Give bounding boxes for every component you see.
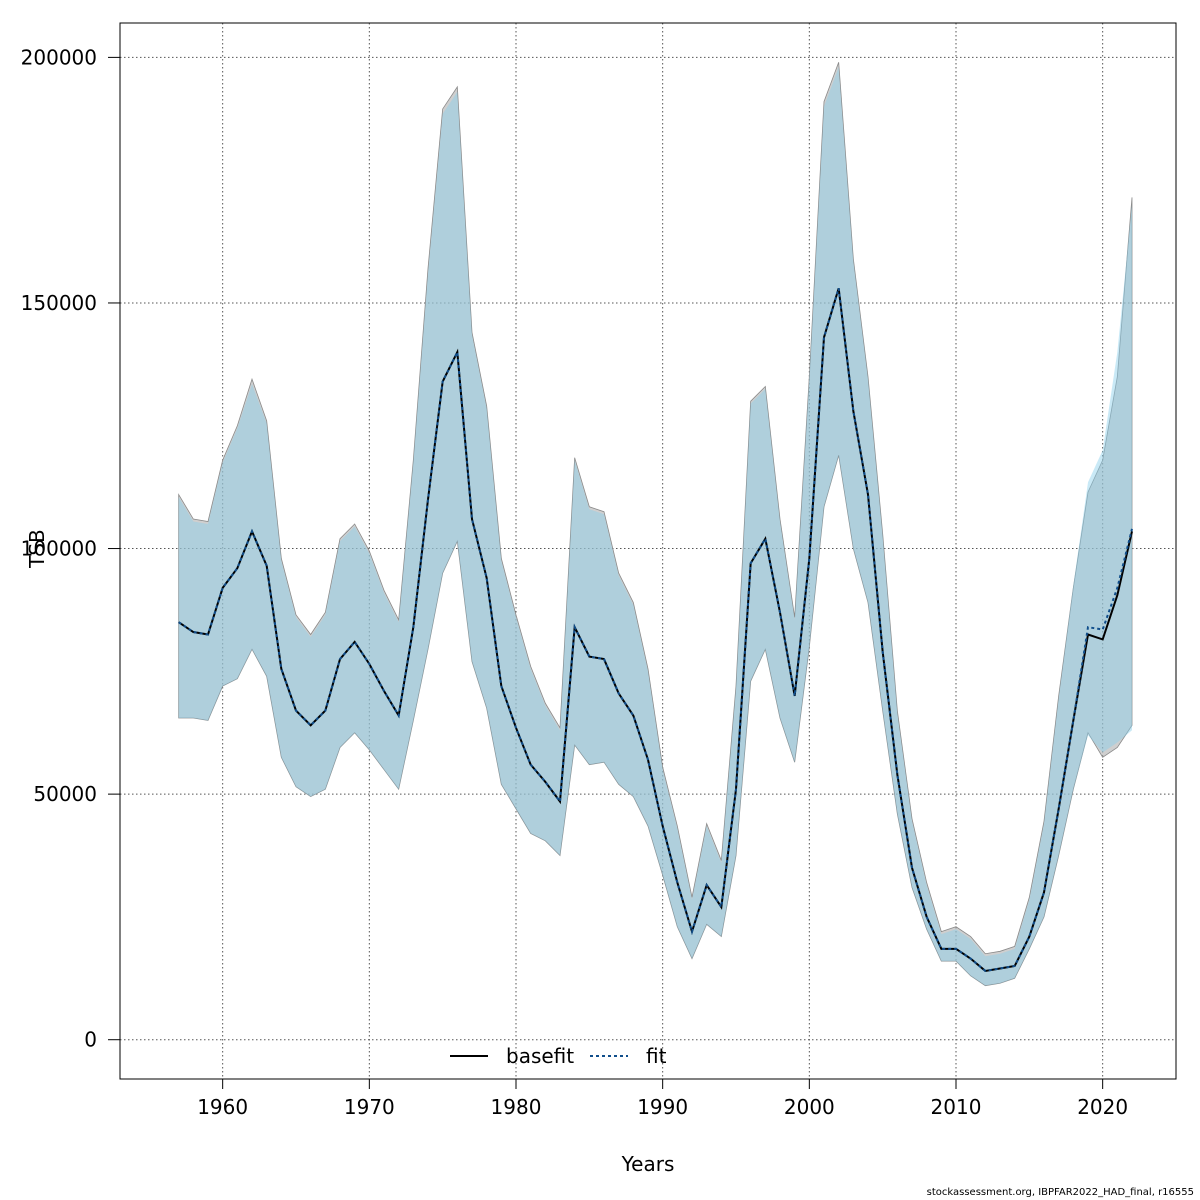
- x-tick-label: 2020: [1077, 1095, 1128, 1119]
- series-lines: [178, 287, 1133, 973]
- band-fit: [178, 67, 1133, 986]
- y-tick-label: 200000: [21, 45, 97, 69]
- x-axis-title: Years: [621, 1152, 675, 1176]
- x-axis: 1960 1970 1980 1990 2000 2010 2020: [197, 1079, 1128, 1119]
- y-axis-title: TSB: [25, 529, 49, 569]
- y-tick-label: 50000: [33, 782, 97, 806]
- footnote: stockassessment.org, IBPFAR2022_HAD_fina…: [926, 1187, 1194, 1198]
- plot-frame: [119, 22, 1177, 1080]
- confidence-bands: [178, 62, 1133, 987]
- legend-label-fit: fit: [646, 1044, 667, 1068]
- x-tick-label: 2010: [931, 1095, 982, 1119]
- x-tick-label: 1990: [637, 1095, 688, 1119]
- y-axis: 0 50000 100000 150000 200000: [21, 45, 120, 1052]
- band-basefit: [178, 62, 1133, 987]
- line-fit: [178, 287, 1133, 973]
- legend: basefit fit: [450, 1044, 667, 1068]
- x-tick-label: 1970: [344, 1095, 395, 1119]
- y-tick-label: 150000: [21, 291, 97, 315]
- x-tick-label: 2000: [784, 1095, 835, 1119]
- x-tick-label: 1960: [197, 1095, 248, 1119]
- y-tick-label: 0: [84, 1028, 97, 1052]
- legend-label-basefit: basefit: [506, 1044, 574, 1068]
- x-tick-label: 1980: [491, 1095, 542, 1119]
- y-tick-label: 100000: [21, 537, 97, 561]
